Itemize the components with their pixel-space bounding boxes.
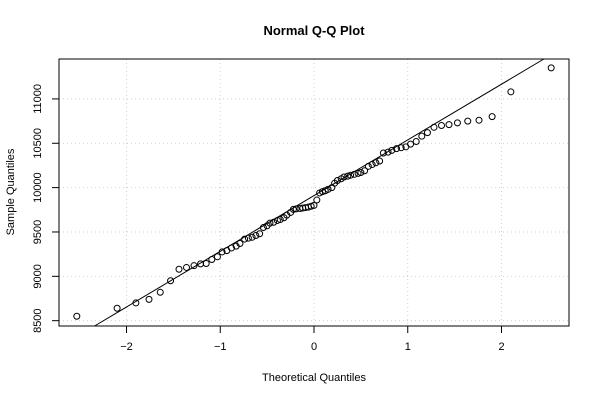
data-point (202, 259, 210, 267)
x-tick-label: −2 (120, 341, 133, 353)
data-point (313, 196, 321, 204)
data-point (73, 312, 81, 320)
data-point (393, 145, 400, 153)
data-point (273, 216, 281, 224)
data-point (372, 159, 380, 167)
data-point (464, 117, 472, 125)
data-point (453, 119, 461, 127)
data-point (357, 169, 365, 177)
data-point (167, 277, 175, 285)
data-point (276, 216, 284, 224)
y-axis: 8500 9000 9500 10000 10500 11000 (32, 84, 59, 333)
data-point (241, 235, 249, 243)
data-point (307, 202, 315, 210)
y-tick-label: 9500 (32, 220, 44, 244)
data-point (430, 123, 438, 131)
data-point (364, 162, 372, 170)
data-point (475, 116, 483, 124)
data-point (259, 224, 267, 232)
data-point (213, 253, 221, 261)
data-point (354, 169, 362, 177)
data-point (132, 299, 140, 307)
data-point (397, 144, 405, 152)
data-point (418, 132, 426, 140)
x-tick-label: 1 (405, 341, 411, 353)
data-point (175, 265, 183, 273)
y-tick-label: 8500 (32, 308, 44, 332)
data-point (423, 129, 431, 137)
data-point (145, 295, 153, 303)
y-tick-label: 10000 (32, 172, 44, 203)
grid-lines (59, 59, 569, 326)
data-point (407, 140, 415, 148)
data-point (292, 205, 300, 213)
data-points (73, 64, 555, 320)
data-point (156, 288, 164, 296)
data-point (266, 219, 274, 227)
data-point (340, 173, 348, 181)
data-point (248, 233, 256, 241)
data-point (236, 240, 244, 248)
data-point (252, 232, 260, 240)
y-tick-label: 10500 (32, 128, 44, 159)
data-point (376, 157, 384, 165)
data-point (412, 137, 420, 145)
x-tick-label: −1 (214, 341, 227, 353)
data-point (507, 88, 515, 96)
data-point (113, 304, 121, 312)
data-point (310, 201, 318, 209)
data-point (333, 177, 341, 185)
data-point (488, 113, 496, 121)
data-point (361, 167, 369, 175)
y-tick-label: 9000 (32, 264, 44, 288)
data-point (368, 161, 376, 169)
data-point (379, 149, 387, 157)
data-point (384, 148, 392, 156)
x-axis: −2 −1 0 1 2 (120, 326, 505, 353)
data-point (183, 263, 190, 271)
data-point (324, 185, 332, 193)
data-point (228, 244, 235, 252)
data-point (344, 172, 352, 180)
data-point (244, 234, 252, 242)
data-point (289, 205, 297, 213)
data-point (190, 262, 198, 270)
x-axis-title: Theoretical Quantiles (262, 372, 366, 384)
x-tick-label: 0 (311, 341, 317, 353)
chart-title: Normal Q-Q Plot (263, 23, 365, 38)
y-tick-label: 11000 (32, 84, 44, 114)
data-point (270, 218, 278, 226)
data-point (256, 230, 264, 238)
y-axis-title: Sample Quantiles (5, 148, 17, 235)
data-point (445, 121, 453, 129)
data-point (388, 146, 396, 154)
x-tick-label: 2 (498, 341, 504, 353)
data-point (350, 170, 358, 178)
data-point (547, 64, 555, 72)
data-point (218, 248, 226, 256)
data-point (438, 122, 445, 130)
data-point (208, 255, 216, 263)
data-point (347, 171, 355, 179)
